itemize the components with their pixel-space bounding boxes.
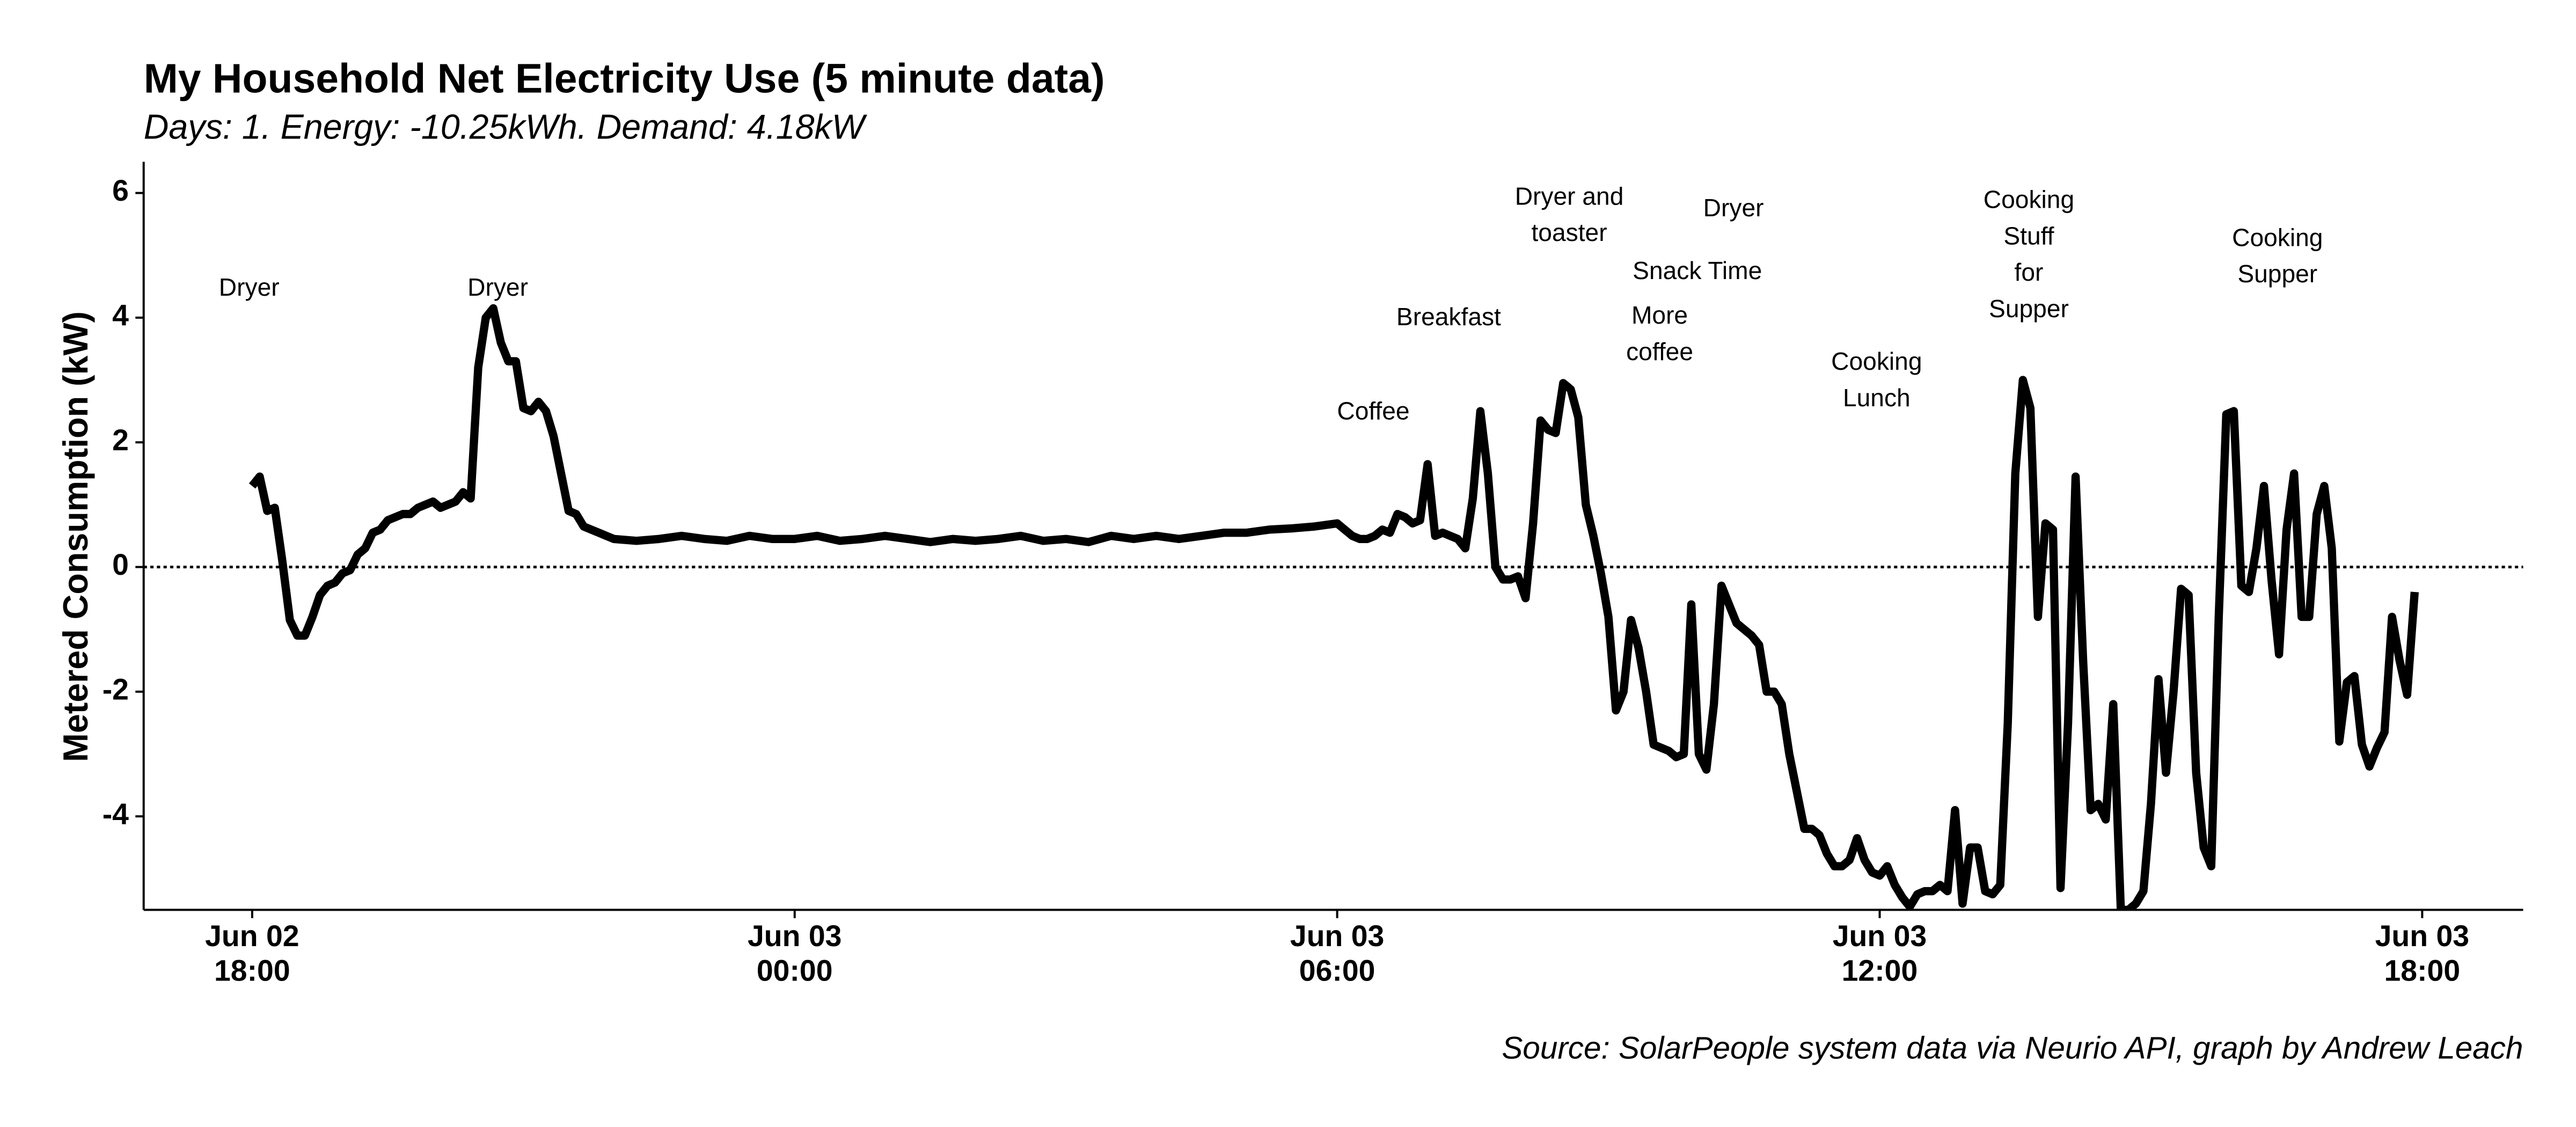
chart-subtitle: Days: 1. Energy: -10.25kWh. Demand: 4.18… — [143, 109, 865, 147]
annotation: Dryer — [1703, 195, 1764, 223]
annotation: Cooking Lunch — [1831, 348, 1922, 413]
x-tick-label: Jun 03 06:00 — [1290, 919, 1385, 987]
x-tick-label: Jun 02 18:00 — [205, 919, 299, 987]
annotation: Breakfast — [1396, 304, 1501, 332]
annotation: Cooking Supper — [2232, 224, 2323, 289]
x-tick-label: Jun 03 12:00 — [1832, 919, 1927, 987]
y-axis-label: Metered Consumption (kW) — [57, 311, 96, 762]
chart-title: My Household Net Electricity Use (5 minu… — [143, 56, 1105, 103]
annotation: Dryer and toaster — [1514, 184, 1624, 248]
y-tick-label: 0 — [112, 548, 129, 581]
y-tick-label: -4 — [103, 797, 129, 831]
y-tick-label: 4 — [112, 299, 129, 332]
y-tick-label: 2 — [112, 423, 129, 457]
x-tick-label: Jun 03 00:00 — [747, 919, 842, 987]
caption: Source: SolarPeople system data via Neur… — [1502, 1032, 2523, 1067]
annotation: Coffee — [1337, 398, 1410, 427]
x-tick-label: Jun 03 18:00 — [2375, 919, 2470, 987]
annotation: Cooking Stuff for Supper — [1983, 186, 2075, 324]
data-line — [248, 304, 2419, 910]
annotation: Snack Time — [1633, 258, 1762, 286]
y-tick-label: -2 — [103, 672, 129, 706]
annotation: Dryer — [218, 274, 280, 303]
annotation: More coffee — [1626, 303, 1693, 368]
annotation: Dryer — [467, 274, 528, 303]
y-tick-label: 6 — [112, 174, 129, 207]
